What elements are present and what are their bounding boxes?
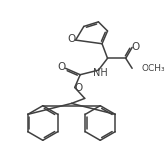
Text: O: O bbox=[132, 42, 140, 52]
Text: O: O bbox=[68, 34, 76, 44]
Text: OCH₃: OCH₃ bbox=[141, 64, 165, 73]
Text: NH: NH bbox=[93, 68, 108, 78]
Text: O: O bbox=[74, 83, 83, 93]
Text: O: O bbox=[57, 62, 65, 72]
